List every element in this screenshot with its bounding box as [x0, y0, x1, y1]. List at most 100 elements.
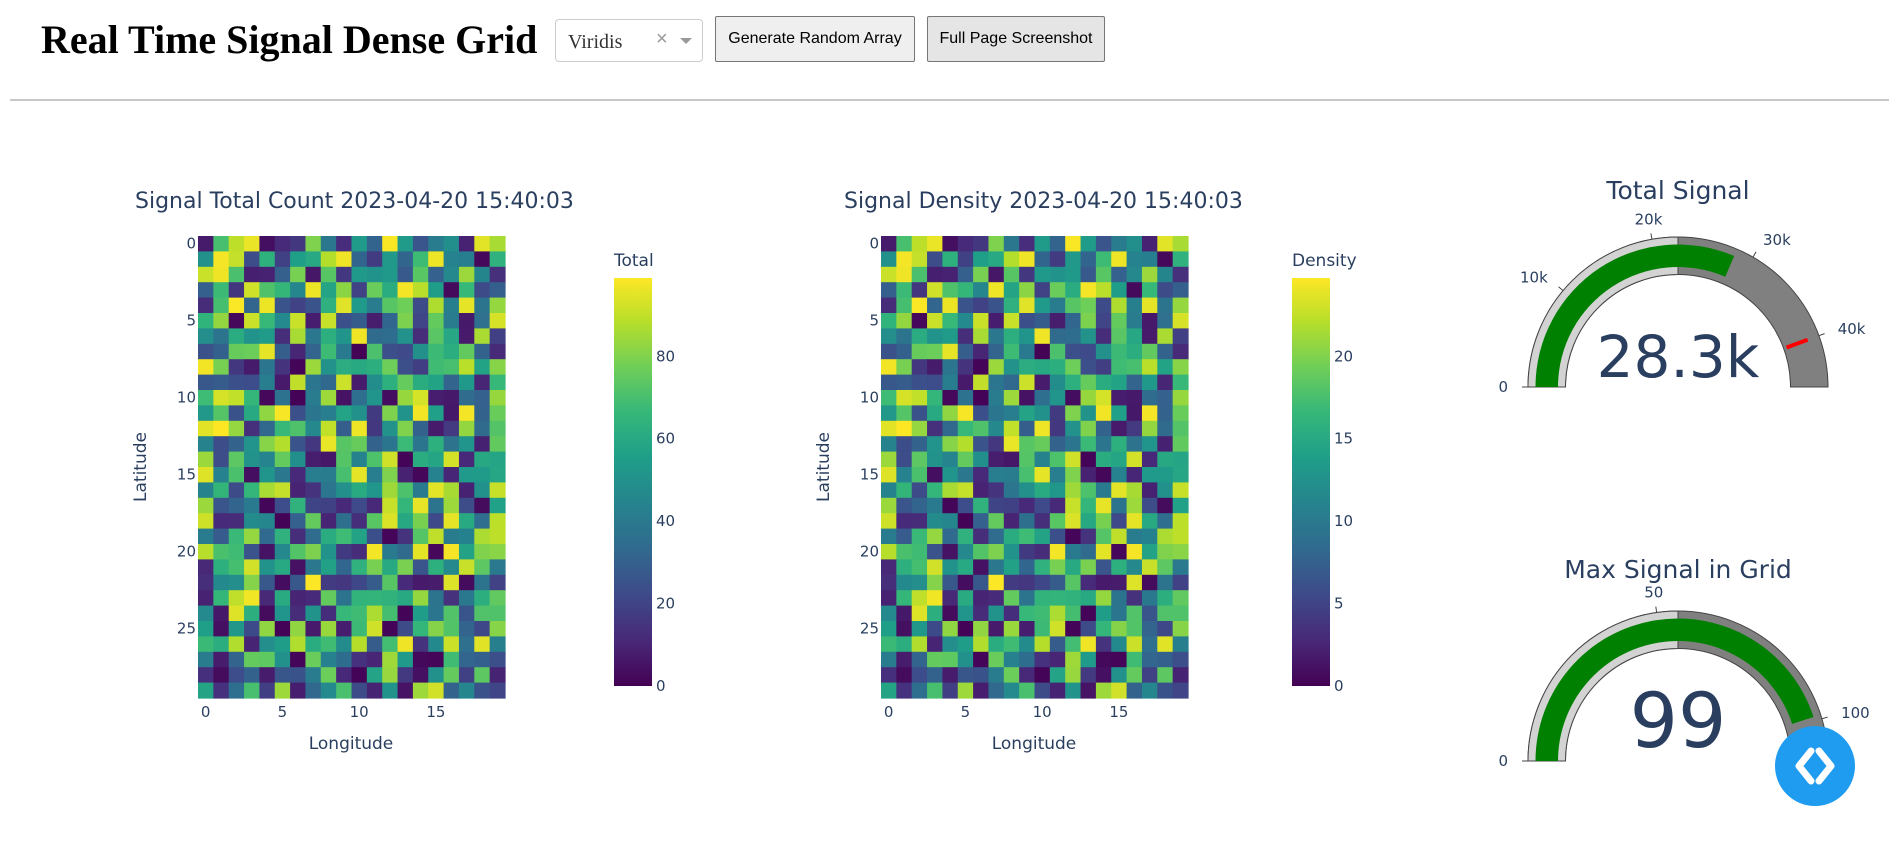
- heatmap-cell[interactable]: [474, 605, 491, 622]
- heatmap-cell[interactable]: [988, 467, 1005, 483]
- heatmap-cell[interactable]: [213, 497, 230, 514]
- heatmap-cell[interactable]: [351, 513, 368, 530]
- heatmap-cell[interactable]: [1065, 682, 1082, 699]
- heatmap-cell[interactable]: [1095, 621, 1112, 637]
- heatmap-cell[interactable]: [382, 651, 399, 668]
- heatmap-cell[interactable]: [896, 328, 913, 345]
- heatmap-cell[interactable]: [397, 328, 414, 345]
- heatmap-cell[interactable]: [1141, 282, 1158, 299]
- heatmap-cell[interactable]: [927, 390, 943, 406]
- heatmap-cell[interactable]: [198, 359, 214, 376]
- heatmap-cell[interactable]: [942, 297, 959, 314]
- heatmap-cell[interactable]: [274, 467, 291, 483]
- heatmap-cell[interactable]: [489, 390, 506, 406]
- heatmap-cell[interactable]: [1019, 513, 1036, 530]
- heatmap-cell[interactable]: [351, 651, 368, 668]
- heatmap-cell[interactable]: [881, 297, 897, 314]
- heatmap-cell[interactable]: [1049, 605, 1066, 622]
- heatmap-cell[interactable]: [1157, 236, 1174, 252]
- heatmap-cell[interactable]: [290, 251, 307, 268]
- heatmap-cell[interactable]: [1111, 343, 1128, 360]
- heatmap-cell[interactable]: [198, 236, 214, 252]
- heatmap-cell[interactable]: [228, 405, 245, 422]
- heatmap-cell[interactable]: [305, 528, 322, 545]
- heatmap-cell[interactable]: [1034, 313, 1051, 329]
- heatmap-cell[interactable]: [1111, 574, 1128, 591]
- heatmap-cell[interactable]: [228, 528, 245, 545]
- heatmap-cell[interactable]: [942, 343, 959, 360]
- heatmap-cell[interactable]: [474, 513, 491, 530]
- heatmap-cell[interactable]: [305, 636, 322, 653]
- heatmap-cell[interactable]: [927, 528, 943, 545]
- heatmap-cell[interactable]: [244, 636, 260, 653]
- heatmap-cell[interactable]: [259, 621, 276, 637]
- heatmap-cell[interactable]: [228, 605, 245, 622]
- heatmap-cell[interactable]: [290, 282, 307, 299]
- heatmap-cell[interactable]: [1019, 451, 1036, 468]
- heatmap-cell[interactable]: [1049, 420, 1066, 437]
- heatmap-cell[interactable]: [458, 605, 475, 622]
- heatmap-cell[interactable]: [198, 605, 214, 622]
- heatmap-cell[interactable]: [1095, 359, 1112, 376]
- heatmap-cell[interactable]: [198, 651, 214, 668]
- heatmap-cell[interactable]: [881, 482, 897, 499]
- heatmap-cell[interactable]: [228, 266, 245, 283]
- heatmap-cell[interactable]: [942, 636, 959, 653]
- heatmap-cell[interactable]: [213, 436, 230, 453]
- heatmap-cell[interactable]: [1019, 313, 1036, 329]
- heatmap-cell[interactable]: [474, 544, 491, 560]
- heatmap-cell[interactable]: [896, 390, 913, 406]
- heatmap-cell[interactable]: [1065, 621, 1082, 637]
- heatmap-cell[interactable]: [443, 559, 460, 576]
- heatmap-cell[interactable]: [1049, 667, 1066, 684]
- heatmap-cell[interactable]: [1095, 528, 1112, 545]
- heatmap-cell[interactable]: [1111, 236, 1128, 252]
- heatmap-cell[interactable]: [397, 467, 414, 483]
- heatmap-cell[interactable]: [1111, 482, 1128, 499]
- heatmap-cell[interactable]: [382, 636, 399, 653]
- heatmap-cell[interactable]: [1141, 297, 1158, 314]
- heatmap-cell[interactable]: [1080, 467, 1097, 483]
- heatmap-cell[interactable]: [290, 451, 307, 468]
- heatmap-cell[interactable]: [942, 251, 959, 268]
- heatmap-cell[interactable]: [366, 651, 383, 668]
- heatmap-cell[interactable]: [305, 236, 322, 252]
- heatmap-cell[interactable]: [927, 436, 943, 453]
- heatmap-cell[interactable]: [336, 420, 353, 437]
- colormap-dropdown[interactable]: Viridis ×: [555, 19, 703, 62]
- heatmap-cell[interactable]: [1080, 343, 1097, 360]
- heatmap-cell[interactable]: [1034, 343, 1051, 360]
- heatmap-cell[interactable]: [1065, 605, 1082, 622]
- heatmap-cell[interactable]: [198, 436, 214, 453]
- heatmap-cell[interactable]: [1157, 420, 1174, 437]
- heatmap-cell[interactable]: [228, 313, 245, 329]
- heatmap-cell[interactable]: [1157, 482, 1174, 499]
- heatmap-cell[interactable]: [320, 528, 337, 545]
- heatmap-cell[interactable]: [1141, 436, 1158, 453]
- heatmap-cell[interactable]: [274, 621, 291, 637]
- heatmap-cell[interactable]: [244, 359, 260, 376]
- heatmap-cell[interactable]: [1019, 482, 1036, 499]
- heatmap-cell[interactable]: [336, 436, 353, 453]
- heatmap-cell[interactable]: [397, 343, 414, 360]
- heatmap-cell[interactable]: [988, 482, 1005, 499]
- heatmap-cell[interactable]: [489, 544, 506, 560]
- heatmap-cell[interactable]: [911, 451, 928, 468]
- heatmap-cell[interactable]: [198, 667, 214, 684]
- heatmap-cell[interactable]: [1126, 343, 1143, 360]
- heatmap-cell[interactable]: [443, 528, 460, 545]
- heatmap-cell[interactable]: [1049, 482, 1066, 499]
- heatmap-cell[interactable]: [896, 266, 913, 283]
- heatmap-cell[interactable]: [927, 451, 943, 468]
- heatmap-cell[interactable]: [1019, 621, 1036, 637]
- heatmap-cell[interactable]: [443, 467, 460, 483]
- heatmap-cell[interactable]: [351, 420, 368, 437]
- heatmap-cell[interactable]: [1019, 297, 1036, 314]
- heatmap-cell[interactable]: [320, 390, 337, 406]
- heatmap-cell[interactable]: [973, 390, 990, 406]
- heatmap-cell[interactable]: [198, 313, 214, 329]
- heatmap-cell[interactable]: [290, 682, 307, 699]
- heatmap-cell[interactable]: [1003, 636, 1020, 653]
- heatmap-cell[interactable]: [382, 528, 399, 545]
- heatmap-cell[interactable]: [1141, 251, 1158, 268]
